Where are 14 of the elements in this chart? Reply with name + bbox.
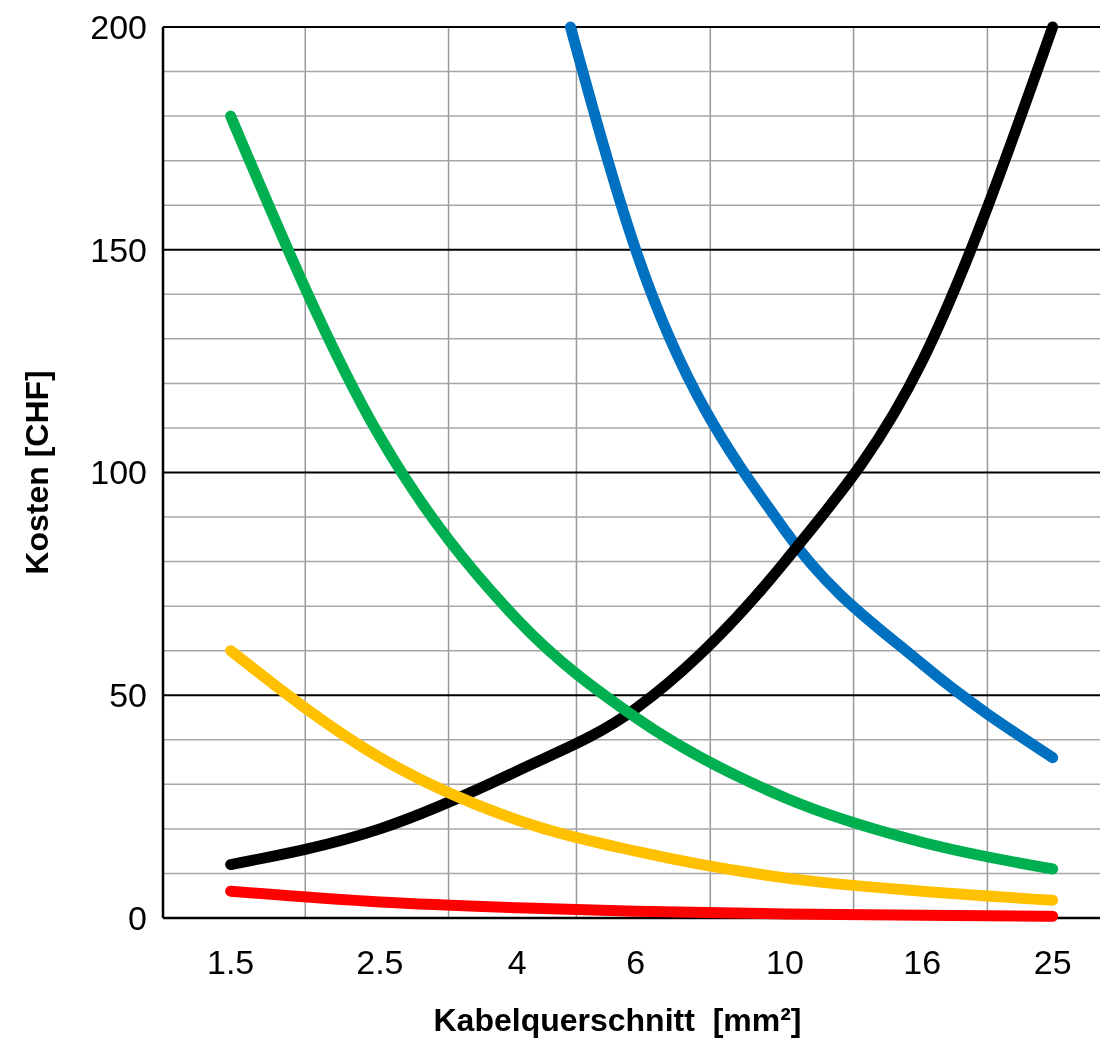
x-tick-label: 25 <box>1033 943 1072 981</box>
y-tick-label: 0 <box>128 898 147 937</box>
y-tick-label: 100 <box>90 453 147 492</box>
x-tick-label: 10 <box>766 943 804 981</box>
y-tick-label: 200 <box>90 7 147 46</box>
x-tick-label: 1.5 <box>207 943 255 981</box>
y-axis-title: Kosten [CHF] <box>19 370 55 575</box>
x-tick-label: 2.5 <box>356 943 404 981</box>
x-tick-label: 4 <box>507 943 527 981</box>
y-tick-label: 50 <box>109 676 147 715</box>
x-axis-title: Kabelquerschnitt [mm²] <box>433 1002 802 1038</box>
x-tick-label: 16 <box>903 943 942 981</box>
y-tick-label: 150 <box>90 230 147 269</box>
x-tick-label: 6 <box>626 943 646 981</box>
